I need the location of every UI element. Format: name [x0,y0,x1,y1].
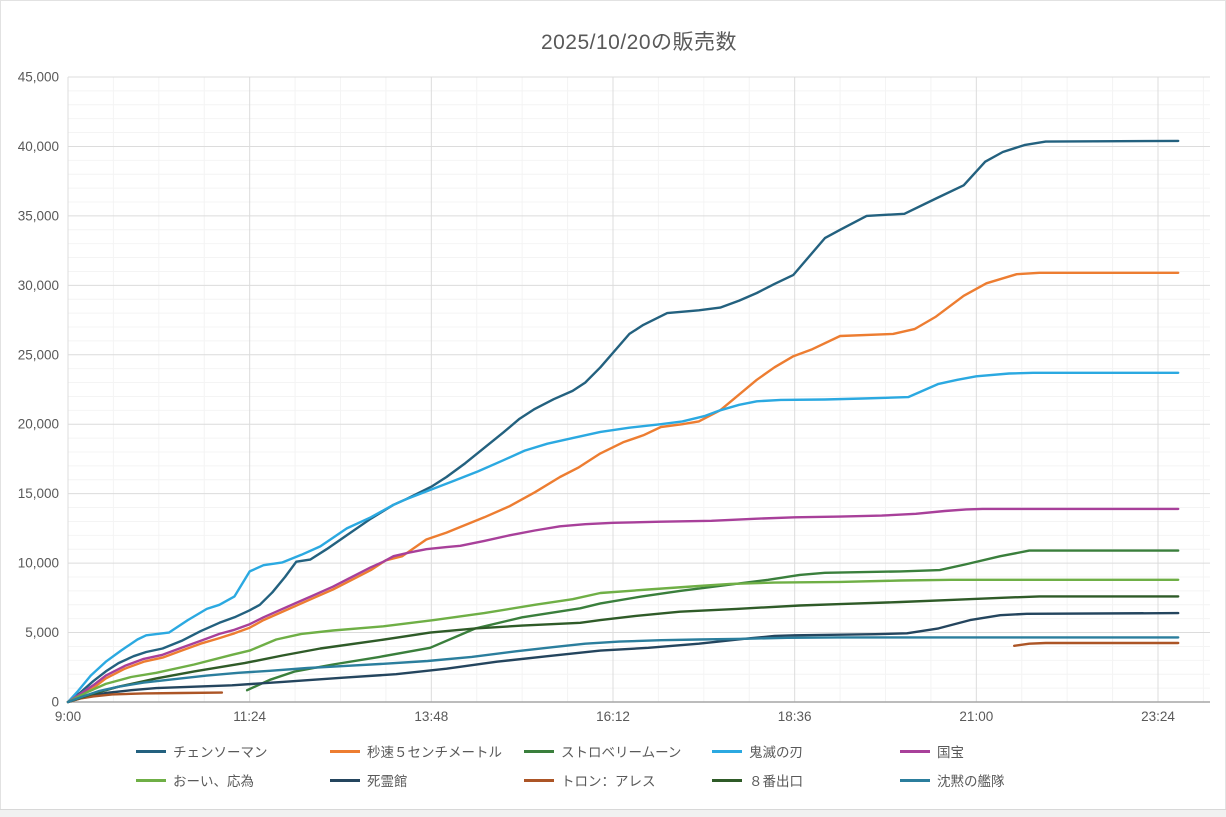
legend-swatch [900,749,930,753]
series-line-おーい、応為 [66,578,1180,704]
legend-item-4[interactable]: 鬼滅の刃 [712,743,803,760]
legend-swatch [524,749,554,753]
legend-label: 国宝 [937,745,964,760]
legend-swatch [136,778,166,782]
legend-item-9[interactable]: ８番出口 [712,772,803,789]
x-axis-label: 16:12 [596,709,630,724]
legend-swatch [524,778,554,782]
y-axis-label: 35,000 [18,208,59,223]
chart-title: 2025/10/20の販売数 [540,31,738,54]
legend-swatch [712,778,742,782]
series-line-８番出口 [66,595,1180,704]
legend-item-10[interactable]: 沈黙の艦隊 [900,772,1005,789]
legend-item-7[interactable]: 死霊館 [330,772,408,789]
legend-label: ８番出口 [749,774,803,789]
series-line-国宝 [66,507,1180,704]
x-axis-label: 21:00 [959,709,993,724]
series-line-死霊館 [66,611,1180,704]
y-axis-label: 30,000 [18,278,59,293]
legend-label: おーい、応為 [173,774,254,789]
y-axis-label: 20,000 [18,417,59,432]
y-axis-label: 45,000 [18,70,59,85]
legend-item-3[interactable]: ストロベリームーン [524,743,682,760]
legend-label: 沈黙の艦隊 [937,774,1005,789]
y-axis-label: 0 [51,695,59,710]
legend-item-1[interactable]: チェンソーマン [136,743,268,760]
series-line-ストロベリームーン [245,549,1180,692]
legend-swatch [330,778,360,782]
y-axis-label: 10,000 [18,556,59,571]
legend-swatch [900,778,930,782]
legend-item-2[interactable]: 秒速５センチメートル [330,743,502,760]
legend-label: チェンソーマン [173,745,268,760]
legend-swatch [712,749,742,753]
legend-item-6[interactable]: おーい、応為 [136,772,254,789]
y-axis-label: 5,000 [25,625,59,640]
legend-label: 鬼滅の刃 [749,745,803,760]
x-axis-label: 13:48 [414,709,448,724]
bottom-divider [0,809,1226,817]
x-axis-label: 18:36 [778,709,812,724]
legend-label: 秒速５センチメートル [367,745,502,760]
series-line-秒速５センチメートル [66,271,1180,704]
legend-swatch [136,749,166,753]
legend-item-8[interactable]: トロン：アレス [524,772,656,789]
series-line-鬼滅の刃 [66,371,1180,704]
x-axis-label: 11:24 [233,709,266,724]
series-line-トロン：アレス [1013,641,1180,647]
x-axis-label: 23:24 [1141,709,1175,724]
legend-swatch [330,749,360,753]
legend-label: ストロベリームーン [561,745,682,760]
series-line-チェンソーマン [66,139,1180,704]
legend-label: トロン：アレス [561,774,656,789]
y-axis-label: 25,000 [18,347,59,362]
y-axis-label: 40,000 [18,139,59,154]
legend-item-5[interactable]: 国宝 [900,743,964,760]
series-line-沈黙の艦隊 [66,636,1180,704]
legend-label: 死霊館 [367,774,408,789]
x-axis-label: 9:00 [55,709,81,724]
y-axis-label: 15,000 [18,486,59,501]
